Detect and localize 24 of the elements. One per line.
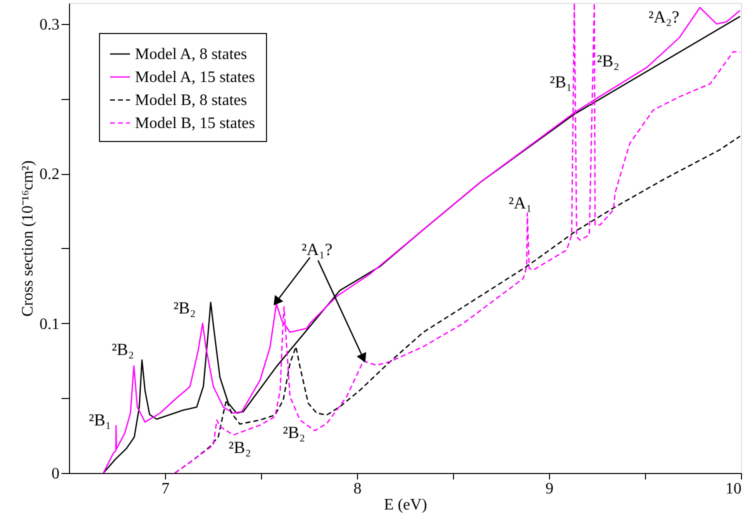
annotation: ²B₂ [228, 438, 252, 458]
annotation: ²B₁ [550, 72, 572, 92]
legend-label: Model A, 8 states [135, 46, 247, 63]
x-tick-label: 10 [726, 480, 742, 498]
annotation: ²B₂ [173, 298, 196, 318]
x-tick-label: 8 [354, 480, 362, 498]
x-tick-label: 9 [546, 480, 554, 498]
annotation: ²A₁ [508, 193, 532, 212]
legend-label: Model B, 15 states [135, 115, 255, 132]
y-axis-title: Cross section (10⁻¹⁶cm²) [20, 160, 36, 317]
legend-label: Model B, 8 states [135, 92, 247, 109]
annotation: ²A₂? [648, 7, 680, 26]
x-tick-label: 7 [162, 480, 170, 498]
y-tick-label: 0 [52, 466, 60, 482]
x-axis-title: E (eV) [384, 496, 428, 514]
y-tick-label: 0.1 [40, 316, 60, 333]
annotation: ²B₂ [596, 51, 620, 70]
y-tick-label: 0.2 [40, 166, 60, 184]
y-tick-label: 0.3 [40, 16, 60, 34]
annotation: ²B₂ [282, 423, 306, 442]
annotation: ²B₂ [112, 340, 134, 359]
annotation: ²B₁ [88, 410, 112, 430]
annotation: ²A₁? [302, 240, 332, 259]
legend-label: Model A, 15 states [135, 69, 255, 86]
